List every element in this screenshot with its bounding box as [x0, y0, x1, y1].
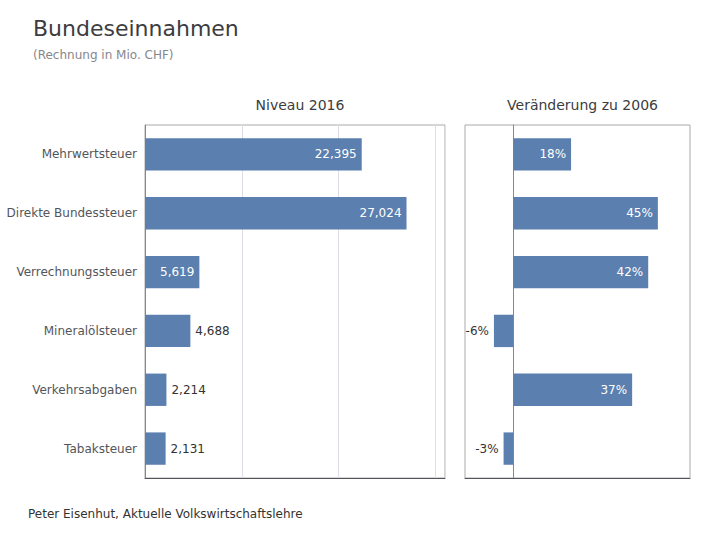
svg-text:-6%: -6%: [466, 324, 489, 338]
svg-text:Niveau 2016: Niveau 2016: [256, 97, 345, 113]
svg-text:37%: 37%: [600, 383, 627, 397]
svg-text:2,214: 2,214: [171, 383, 205, 397]
svg-text:2,131: 2,131: [171, 442, 205, 456]
svg-text:42%: 42%: [617, 265, 644, 279]
svg-text:Peter Eisenhut, Aktuelle Volks: Peter Eisenhut, Aktuelle Volkswirtschaft…: [28, 507, 303, 521]
svg-text:Veränderung zu 2006: Veränderung zu 2006: [507, 97, 658, 113]
svg-text:Tabaksteuer: Tabaksteuer: [63, 442, 137, 456]
svg-text:4,688: 4,688: [195, 324, 229, 338]
svg-text:18%: 18%: [539, 147, 566, 161]
svg-text:Mehrwertsteuer: Mehrwertsteuer: [42, 147, 137, 161]
svg-text:Bundeseinnahmen: Bundeseinnahmen: [33, 16, 239, 41]
svg-text:Verrechnungssteuer: Verrechnungssteuer: [16, 265, 137, 279]
svg-text:27,024: 27,024: [360, 206, 402, 220]
svg-text:22,395: 22,395: [315, 147, 357, 161]
svg-text:Mineralölsteuer: Mineralölsteuer: [44, 324, 137, 338]
svg-text:45%: 45%: [626, 206, 653, 220]
svg-text:5,619: 5,619: [160, 265, 194, 279]
svg-text:Verkehrsabgaben: Verkehrsabgaben: [32, 383, 137, 397]
svg-text:(Rechnung in Mio. CHF): (Rechnung in Mio. CHF): [33, 48, 174, 62]
svg-text:-3%: -3%: [475, 442, 498, 456]
svg-text:Direkte Bundessteuer: Direkte Bundessteuer: [7, 206, 138, 220]
